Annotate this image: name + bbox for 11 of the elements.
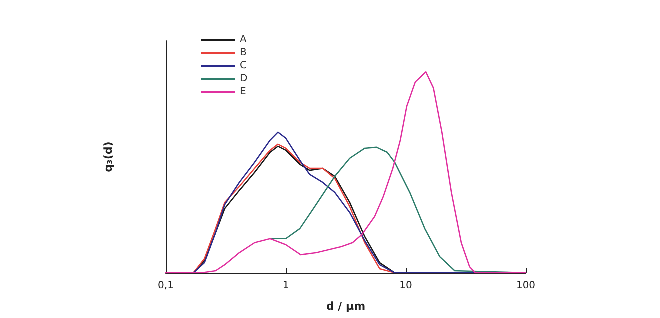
x-tick-label: 0,1 bbox=[158, 280, 174, 292]
legend-label: D bbox=[240, 74, 248, 84]
legend-label: C bbox=[240, 60, 247, 72]
legend-label: B bbox=[240, 48, 247, 58]
x-tick-label: 100 bbox=[516, 280, 536, 292]
y-axis-title: q₃(d) bbox=[102, 142, 115, 172]
x-tick-label: 10 bbox=[400, 280, 412, 292]
x-axis-title: d / μm bbox=[326, 300, 366, 313]
x-tick-label: 1 bbox=[282, 280, 290, 292]
legend-label: E bbox=[240, 86, 246, 98]
legend-label: A bbox=[240, 34, 247, 46]
